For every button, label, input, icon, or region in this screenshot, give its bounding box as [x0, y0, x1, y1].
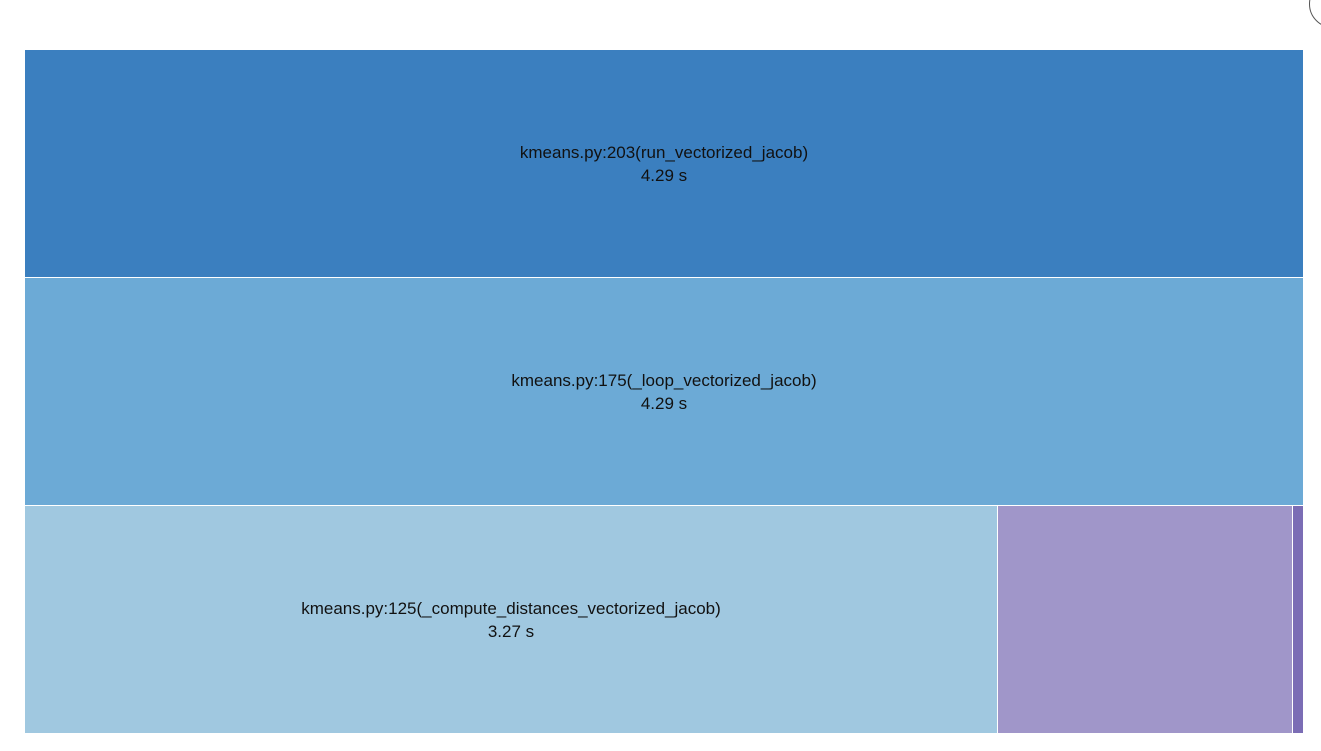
frame-label: kmeans.py:125(_compute_distances_vectori… [301, 598, 721, 618]
frame-label: kmeans.py:175(_loop_vectorized_jacob) [511, 370, 817, 390]
zoom-reset-button[interactable] [1309, 0, 1321, 28]
frame-unlabeled-child[interactable] [998, 506, 1292, 733]
frame-label: kmeans.py:203(run_vectorized_jacob) [519, 142, 809, 162]
frame-time: 4.29 s [640, 393, 688, 413]
frame-loop-vectorized-jacob[interactable]: kmeans.py:175(_loop_vectorized_jacob) 4.… [25, 278, 1303, 505]
frame-time: 4.29 s [640, 165, 688, 185]
frame-run-vectorized-jacob[interactable]: kmeans.py:203(run_vectorized_jacob) 4.29… [25, 50, 1303, 277]
frame-compute-distances-vectorized-jacob[interactable]: kmeans.py:125(_compute_distances_vectori… [25, 506, 997, 733]
frame-time: 3.27 s [487, 621, 535, 641]
frame-unlabeled-child-small[interactable] [1293, 506, 1303, 733]
